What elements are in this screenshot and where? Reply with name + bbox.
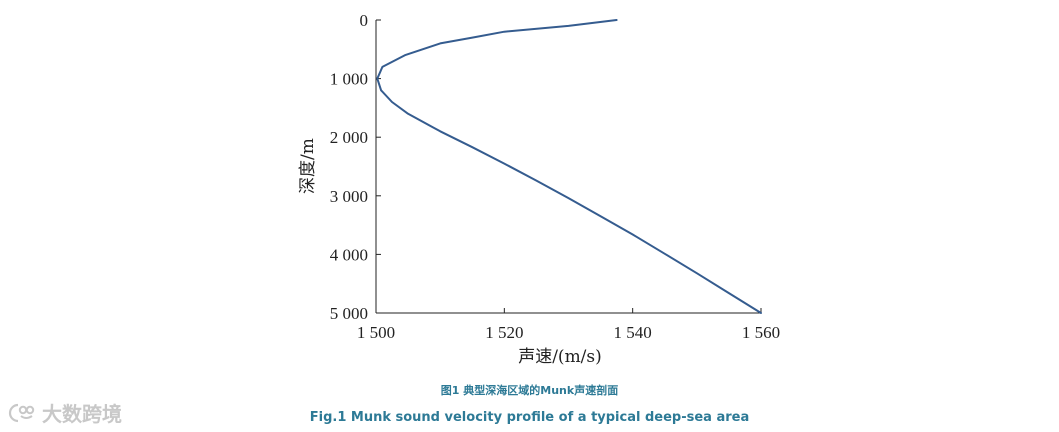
- y-tick-label: 2 000: [330, 128, 368, 147]
- x-tick-label: 1 520: [485, 323, 523, 342]
- figure-caption-english: Fig.1 Munk sound velocity profile of a t…: [309, 410, 750, 425]
- y-axis-label: 深度/m: [298, 138, 318, 194]
- x-tick-label: 1 560: [742, 323, 780, 342]
- watermark: 大数跨境: [8, 398, 122, 427]
- figure-caption-chinese: 图1 典型深海区域的Munk声速剖面: [440, 384, 619, 397]
- sound-velocity-profile-line: [376, 19, 762, 314]
- x-tick-label: 1 500: [357, 323, 395, 342]
- watermark-logo-icon: [8, 403, 35, 422]
- y-tick-label: 1 000: [330, 70, 368, 89]
- x-tick-label: 1 540: [614, 323, 652, 342]
- y-tick-label: 4 000: [330, 245, 368, 264]
- y-tick-label: 3 000: [330, 187, 368, 206]
- y-tick-label: 5 000: [330, 304, 368, 323]
- watermark-text: 大数跨境: [42, 402, 122, 426]
- y-tick-label: 0: [360, 11, 369, 30]
- x-axis-label: 声速/(m/s): [518, 347, 602, 367]
